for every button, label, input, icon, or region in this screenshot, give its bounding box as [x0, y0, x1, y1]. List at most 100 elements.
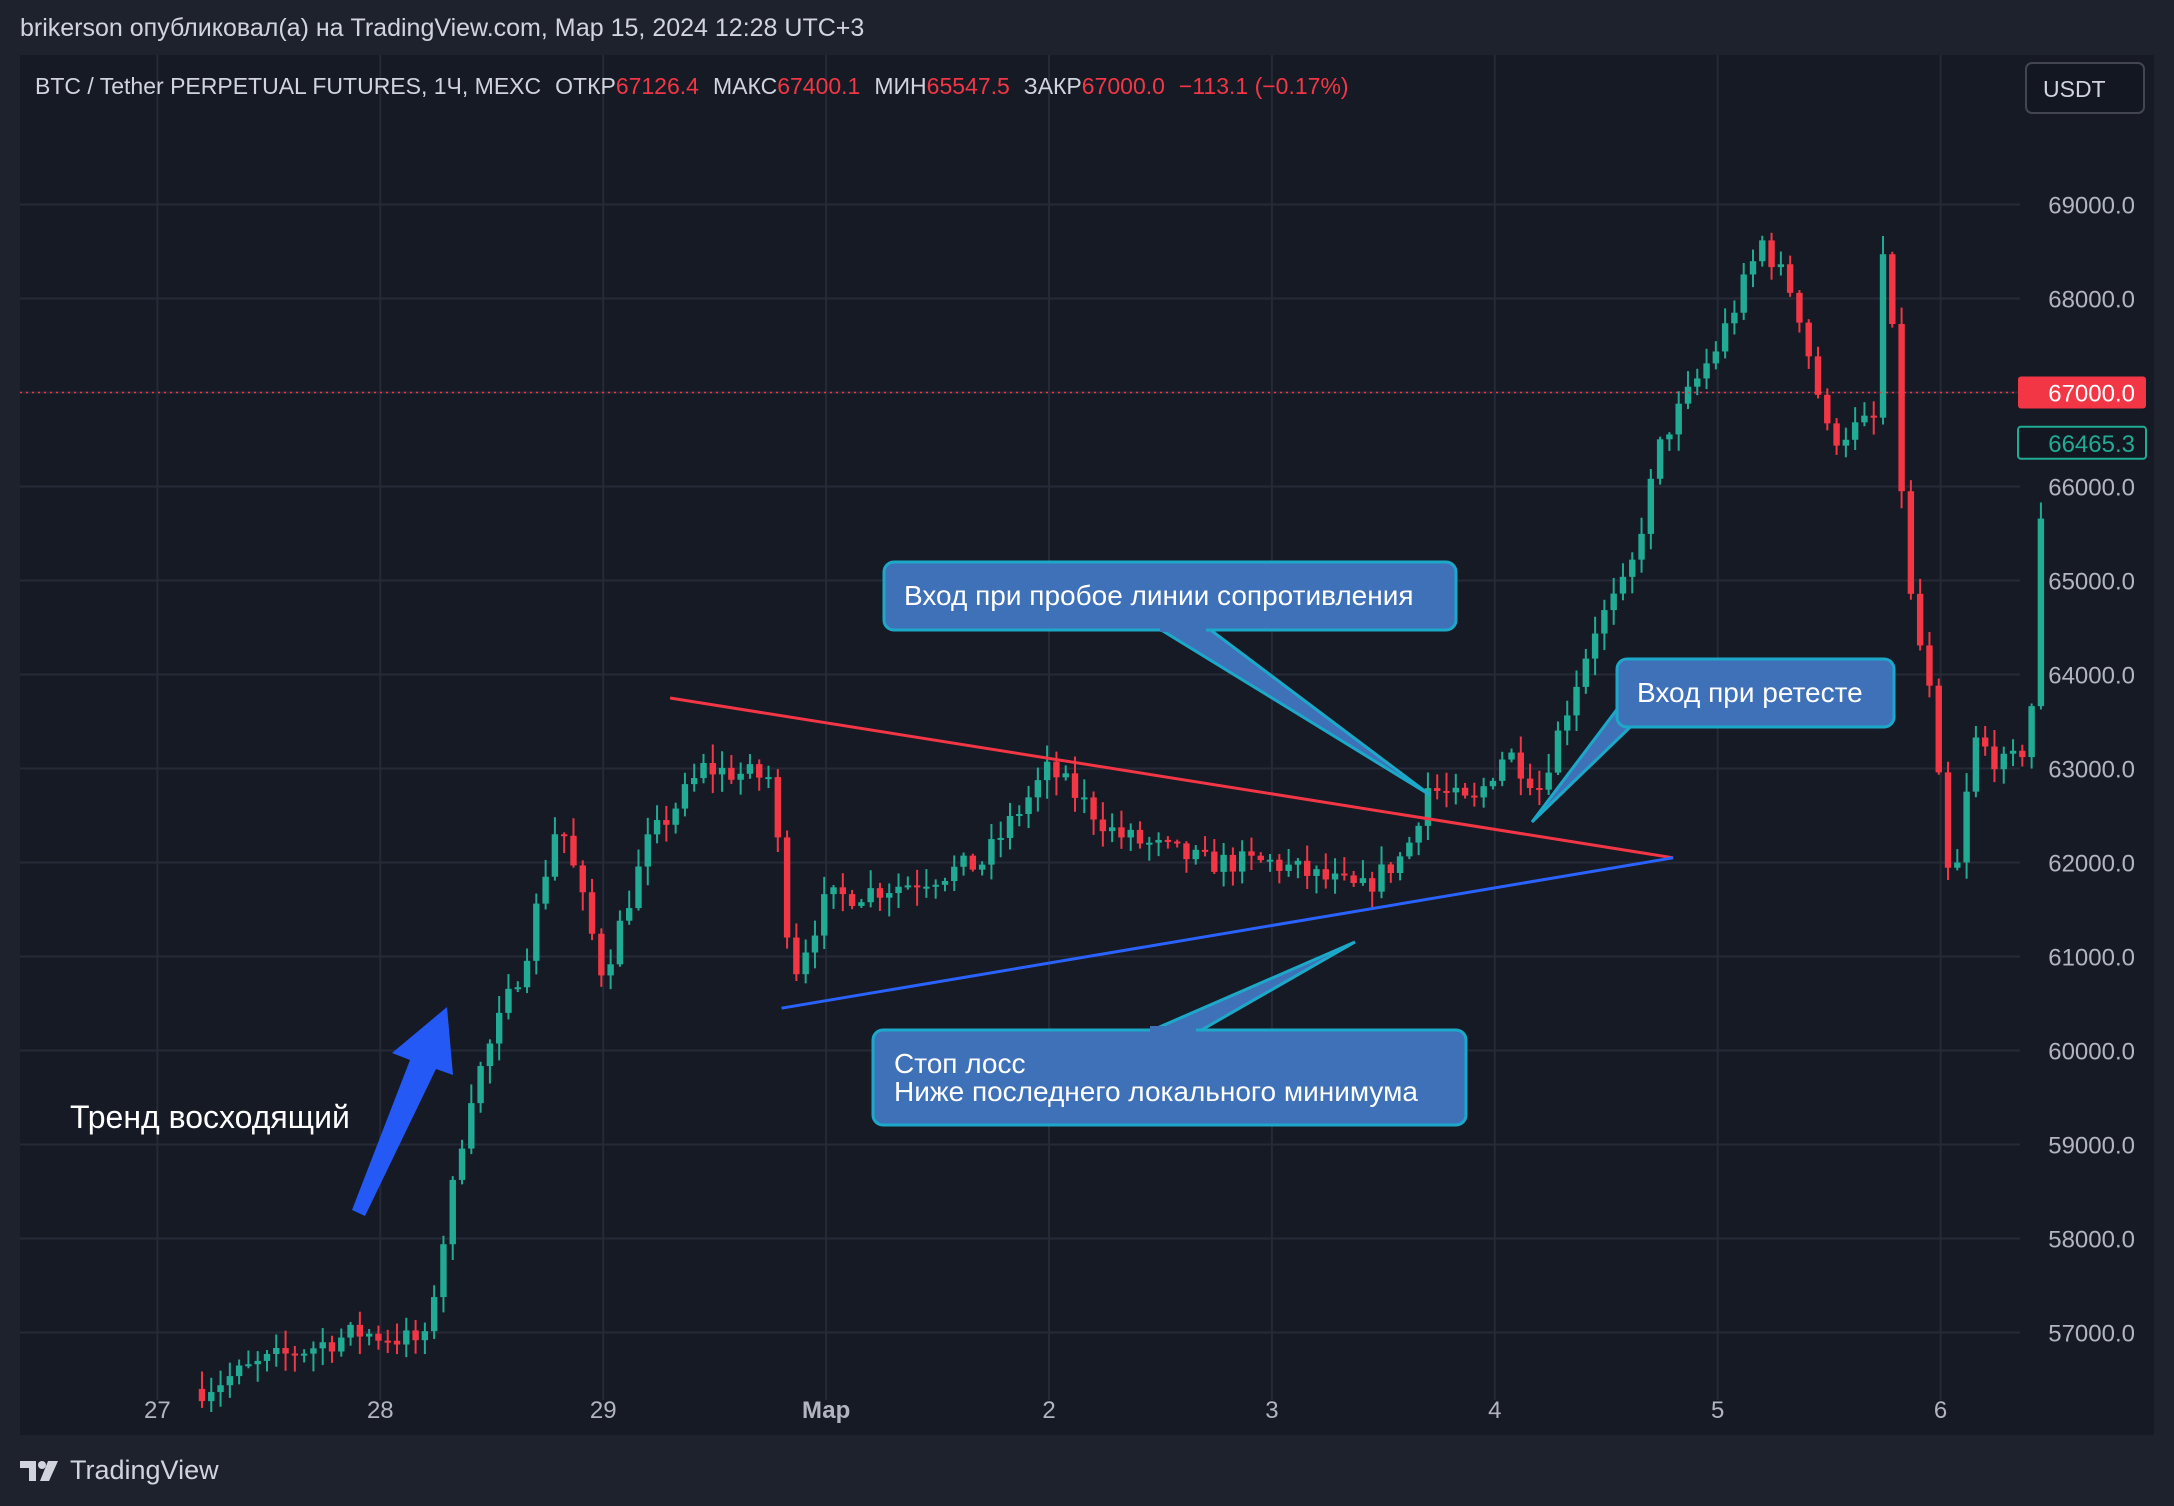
- candle-body: [607, 964, 614, 976]
- candle-body: [570, 835, 577, 866]
- candle-body: [1591, 633, 1599, 659]
- candle-body: [1582, 658, 1590, 687]
- candle-body: [365, 1333, 373, 1337]
- candle-body: [560, 834, 568, 837]
- candle-body: [1768, 240, 1775, 268]
- candle-body: [1434, 788, 1441, 791]
- last-price-label: 67000.0: [2048, 381, 2135, 408]
- candle-body: [468, 1103, 475, 1149]
- legend-high-value: 67400.1: [777, 73, 860, 99]
- candle-body: [830, 887, 837, 895]
- candle-body: [1786, 264, 1794, 293]
- y-tick-label: 59000.0: [2048, 1133, 2135, 1160]
- candle-body: [198, 1388, 206, 1402]
- callout-retest-text: Вход при ретесте: [1637, 677, 1863, 708]
- candle-body: [1183, 843, 1190, 860]
- candle-body: [969, 855, 977, 870]
- candle-body: [263, 1353, 271, 1361]
- candle-body: [802, 952, 809, 975]
- candle-body: [700, 762, 707, 779]
- candle-body: [1480, 786, 1487, 798]
- y-tick-label: 69000.0: [2048, 193, 2135, 220]
- candle-body: [867, 888, 874, 903]
- candle-body: [1155, 839, 1162, 843]
- candle-body: [412, 1330, 419, 1341]
- candle-body: [709, 762, 716, 775]
- candle-body: [1164, 839, 1172, 842]
- candle-body: [523, 960, 531, 988]
- candle-body: [375, 1333, 382, 1341]
- candle-body: [495, 1012, 503, 1044]
- candle-body: [1721, 323, 1729, 352]
- candle-body: [960, 855, 967, 867]
- tradingview-logo-icon: [20, 1460, 58, 1481]
- candle-body: [626, 908, 633, 921]
- candle-body: [1006, 815, 1014, 838]
- candle-body: [746, 764, 754, 774]
- legend-change: −113.1 (−0.17%): [1179, 73, 1349, 99]
- candle-body: [1350, 875, 1357, 883]
- trend-label: Тренд восходящий: [70, 1099, 350, 1135]
- candle-body: [588, 892, 596, 934]
- candle-body: [644, 834, 651, 867]
- candle-body: [1554, 730, 1562, 773]
- y-tick-label: 62000.0: [2048, 851, 2135, 878]
- candle-body: [1294, 860, 1302, 865]
- candle-body: [1016, 813, 1023, 816]
- candle-body: [1926, 645, 1933, 686]
- published-line: brikerson опубликовал(а) на TradingView.…: [20, 14, 865, 42]
- candle-body: [681, 784, 689, 809]
- candle-body: [1071, 773, 1079, 798]
- candle-body: [1415, 825, 1422, 843]
- candle-body: [1814, 356, 1822, 395]
- candle-body: [1991, 746, 1998, 770]
- candle-body: [1610, 593, 1617, 611]
- candle-body: [1972, 737, 1980, 792]
- candle-body: [1303, 860, 1311, 876]
- candle-body: [1740, 274, 1747, 313]
- tradingview-brand: TradingView: [70, 1455, 219, 1485]
- candle-body: [1805, 322, 1812, 357]
- candle-body: [839, 887, 847, 895]
- candle-body: [282, 1348, 289, 1354]
- candle-body: [1220, 854, 1227, 872]
- candle-body: [384, 1340, 391, 1343]
- y-tick-label: 57000.0: [2048, 1321, 2135, 1348]
- legend-open-label: ОТКР: [555, 73, 616, 99]
- price-scale[interactable]: [2020, 55, 2154, 1435]
- candle-body: [1276, 859, 1283, 871]
- candle-body: [988, 839, 995, 865]
- candle-body: [1025, 797, 1032, 814]
- candle-body: [403, 1330, 410, 1345]
- candle-body: [1508, 752, 1515, 760]
- candle-body: [1935, 685, 1942, 773]
- candle-body: [486, 1043, 494, 1067]
- candle-body: [1053, 761, 1060, 778]
- candle-body: [1201, 849, 1209, 852]
- candles: [198, 232, 2045, 1413]
- candle-body: [1396, 856, 1404, 874]
- y-tick-label: 66000.0: [2048, 475, 2135, 502]
- currency-button[interactable]: USDT: [2025, 62, 2145, 114]
- candle-body: [1731, 312, 1738, 324]
- y-axis: 69000.0 68000.0 67000.0 66000.0 65000.0 64000…: [2048, 193, 2135, 1348]
- candle-body: [226, 1376, 234, 1386]
- candle-body: [328, 1342, 336, 1352]
- candle-body: [1369, 878, 1376, 892]
- candle-body: [1211, 851, 1218, 872]
- candle-body: [1684, 386, 1692, 404]
- candle-body: [1359, 878, 1367, 883]
- candle-body: [2019, 750, 2026, 758]
- candle-body: [1656, 439, 1664, 479]
- candle-body: [300, 1353, 308, 1356]
- tradingview-logo[interactable]: TradingView: [20, 1455, 219, 1486]
- candle-body: [2009, 750, 2017, 754]
- current-price-label: 66465.3: [2048, 431, 2135, 458]
- candle-body: [217, 1385, 224, 1393]
- candle-body: [951, 866, 958, 881]
- candle-body: [551, 834, 559, 877]
- candle-body: [273, 1348, 280, 1354]
- candle-body: [793, 937, 800, 975]
- legend-symbol: BTC / Tether PERPETUAL FUTURES, 1Ч, MEXC: [35, 73, 541, 99]
